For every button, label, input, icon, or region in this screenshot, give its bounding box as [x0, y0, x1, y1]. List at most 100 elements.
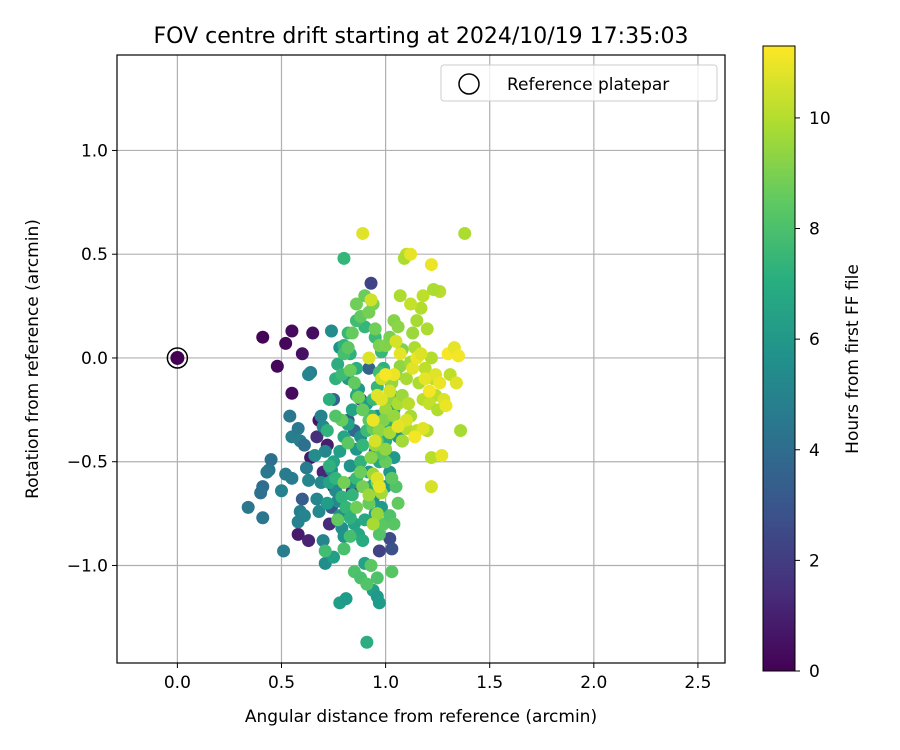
scatter-point: [302, 368, 316, 382]
scatter-point: [404, 297, 418, 311]
legend-marker-icon: [458, 73, 480, 95]
scatter-point: [274, 484, 288, 498]
scatter-point: [385, 565, 399, 579]
scatter-point: [349, 500, 363, 514]
scatter-point: [406, 326, 420, 340]
scatter-point: [291, 422, 305, 436]
scatter-point: [372, 424, 386, 438]
scatter-point: [368, 434, 382, 448]
x-tick-label: 1.0: [372, 673, 399, 693]
scatter-point: [277, 544, 291, 558]
scatter-point: [402, 397, 416, 411]
scatter-point: [366, 413, 380, 427]
scatter-point: [354, 465, 368, 479]
scatter-point: [364, 558, 378, 572]
scatter-point: [451, 349, 465, 363]
scatter-point: [345, 488, 359, 502]
scatter-point: [414, 301, 428, 315]
y-tick-label: −0.5: [67, 453, 108, 473]
scatter-point: [435, 448, 449, 462]
scatter-point: [389, 334, 403, 348]
scatter-point: [283, 409, 297, 423]
scatter-point: [279, 467, 293, 481]
scatter-point: [414, 347, 428, 361]
scatter-point: [370, 571, 384, 585]
scatter-point: [372, 480, 386, 494]
scatter-point: [433, 376, 447, 390]
legend-entry-reference: Reference platepar: [507, 75, 669, 95]
scatter-point: [356, 534, 370, 548]
reference-point-fill: [170, 350, 185, 365]
scatter-point: [362, 361, 376, 375]
scatter-point: [341, 436, 355, 450]
scatter-point: [318, 444, 332, 458]
scatter-point: [356, 226, 370, 240]
scatter-point: [306, 326, 320, 340]
legend: Reference platepar: [440, 64, 718, 102]
y-axis-ticks: −1.0 −0.5 0.0 0.5 1.0: [67, 141, 117, 576]
scatter-point: [393, 289, 407, 303]
scatter-point: [314, 409, 328, 423]
plot-frame: [116, 54, 726, 664]
scatter-point: [322, 459, 336, 473]
x-axis-label: Angular distance from reference (arcmin): [245, 707, 597, 727]
scatter-point: [379, 368, 393, 382]
scatter-point: [343, 529, 357, 543]
colorbar-tick-label: 0: [809, 662, 820, 682]
scatter-point: [312, 505, 326, 519]
scatter-point: [285, 324, 299, 338]
scatter-point: [297, 438, 311, 452]
scatter-point: [420, 322, 434, 336]
y-axis-label: Rotation from reference (arcmin): [23, 219, 43, 499]
scatter-point: [370, 507, 384, 521]
colorbar-label: Hours from first FF file: [843, 264, 863, 454]
scatter-point: [352, 390, 366, 404]
scatter-point: [329, 409, 343, 423]
scatter-point: [310, 430, 324, 444]
scatter-point: [387, 517, 401, 531]
scatter-point: [418, 372, 432, 386]
x-axis-ticks: 0.0 0.5 1.0 1.5 2.0 2.5: [164, 663, 711, 693]
scatter-point: [254, 486, 268, 500]
scatter-point: [404, 247, 418, 261]
x-tick-label: 2.0: [580, 673, 607, 693]
scatter-point: [270, 359, 284, 373]
x-tick-label: 1.5: [476, 673, 503, 693]
scatter-point: [454, 424, 468, 438]
x-tick-label: 0.5: [268, 673, 295, 693]
scatter-point: [377, 413, 391, 427]
colorbar-tick-label: 6: [809, 330, 820, 350]
scatter-point: [331, 513, 345, 527]
scatter-point: [418, 361, 432, 375]
colorbar-ticks: 0 2 4 6 8 10: [795, 109, 831, 682]
legend-box: [440, 64, 718, 102]
y-tick-label: −1.0: [67, 556, 108, 576]
scatter-point: [343, 459, 357, 473]
scatter-point: [320, 496, 334, 510]
scatter-point: [362, 488, 376, 502]
scatter-point: [354, 455, 368, 469]
scatter-point: [387, 409, 401, 423]
scatter-point: [424, 258, 438, 272]
scatter-point: [458, 226, 472, 240]
scatter-point: [399, 372, 413, 386]
scatter-point: [349, 297, 363, 311]
scatter-point: [308, 448, 322, 462]
scatter-point: [337, 251, 351, 265]
scatter-point: [335, 490, 349, 504]
scatter-point: [372, 527, 386, 541]
scatter-point: [285, 386, 299, 400]
colorbar-tick-label: 2: [809, 551, 820, 571]
scatter-point: [360, 635, 374, 649]
scatter-point: [385, 542, 399, 556]
scatter-point: [343, 363, 357, 377]
scatter-point: [241, 500, 255, 514]
scatter-point: [333, 444, 347, 458]
scatter-point: [385, 471, 399, 485]
scatter-point: [391, 320, 405, 334]
scatter-point: [291, 515, 305, 529]
scatter-point: [449, 376, 463, 390]
x-tick-label: 2.5: [684, 673, 711, 693]
scatter-point: [291, 527, 305, 541]
